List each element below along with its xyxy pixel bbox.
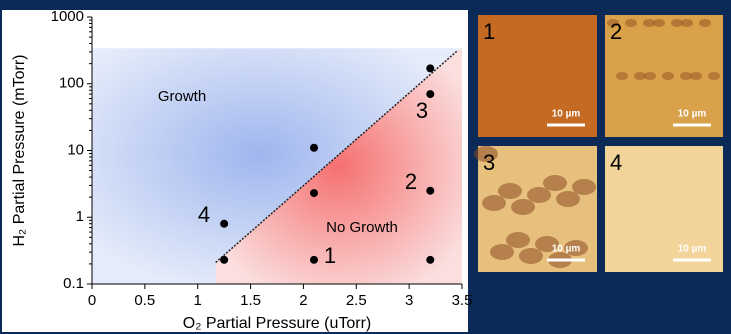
x-tick-label: 2.5 — [346, 292, 367, 309]
micrograph-label: 1 — [483, 19, 495, 44]
x-tick-label: 1.5 — [240, 292, 261, 309]
texture — [543, 175, 567, 191]
scale-label: 10 µm — [678, 109, 707, 120]
figure: 0.1 1 10 100 1000 0 0.5 1 1.5 2 2.5 3 3.5 O₂ Partial … — [0, 0, 731, 334]
x-tick-label: 3.5 — [452, 292, 473, 309]
texture — [625, 19, 637, 27]
point — [220, 220, 228, 228]
texture — [616, 72, 628, 80]
texture — [527, 187, 551, 203]
region-label: Growth — [158, 88, 206, 105]
point — [426, 64, 434, 72]
y-tick-label: 1000 — [51, 8, 84, 25]
page: 0.1 1 10 100 1000 0 0.5 1 1.5 2 2.5 3 3.5 O₂ Partial … — [0, 0, 731, 334]
y-tick-label: 1 — [76, 208, 84, 225]
point — [310, 144, 318, 152]
x-tick-label: 1 — [194, 292, 202, 309]
point — [220, 256, 228, 264]
y-tick-label: 0.1 — [63, 275, 84, 292]
scale-label: 10 µm — [678, 244, 707, 255]
micrograph-label: 3 — [483, 150, 495, 175]
texture — [634, 72, 646, 80]
point — [310, 189, 318, 197]
point — [310, 256, 318, 264]
x-tick-label: 0 — [88, 292, 96, 309]
micrograph-label: 2 — [610, 19, 622, 44]
texture — [482, 195, 506, 211]
texture — [556, 191, 580, 207]
x-tick-label: 3 — [405, 292, 413, 309]
texture — [662, 72, 674, 80]
point — [426, 256, 434, 264]
texture — [490, 244, 514, 260]
texture — [643, 19, 655, 27]
texture — [708, 72, 720, 80]
texture — [572, 179, 596, 195]
texture — [506, 232, 530, 248]
texture — [699, 19, 711, 27]
region-label: No Growth — [326, 219, 398, 236]
texture — [511, 199, 535, 215]
point-label: 1 — [324, 243, 336, 268]
scale-label: 10 µm — [552, 109, 581, 120]
texture — [680, 72, 692, 80]
y-tick-label: 100 — [59, 75, 84, 92]
x-tick-label: 0.5 — [134, 292, 155, 309]
texture — [519, 248, 543, 264]
point-label: 2 — [405, 169, 417, 194]
scale-label: 10 µm — [552, 244, 581, 255]
texture — [671, 19, 683, 27]
y-axis-label: H₂ Partial Pressure (mTorr) — [11, 54, 28, 246]
point — [426, 187, 434, 195]
x-tick-label: 2 — [299, 292, 307, 309]
micrograph-label: 4 — [610, 150, 622, 175]
point-label: 3 — [416, 98, 428, 123]
texture — [498, 183, 522, 199]
point-label: 4 — [198, 202, 210, 227]
x-axis-label: O₂ Partial Pressure (uTorr) — [183, 315, 371, 332]
y-tick-label: 10 — [67, 141, 84, 158]
